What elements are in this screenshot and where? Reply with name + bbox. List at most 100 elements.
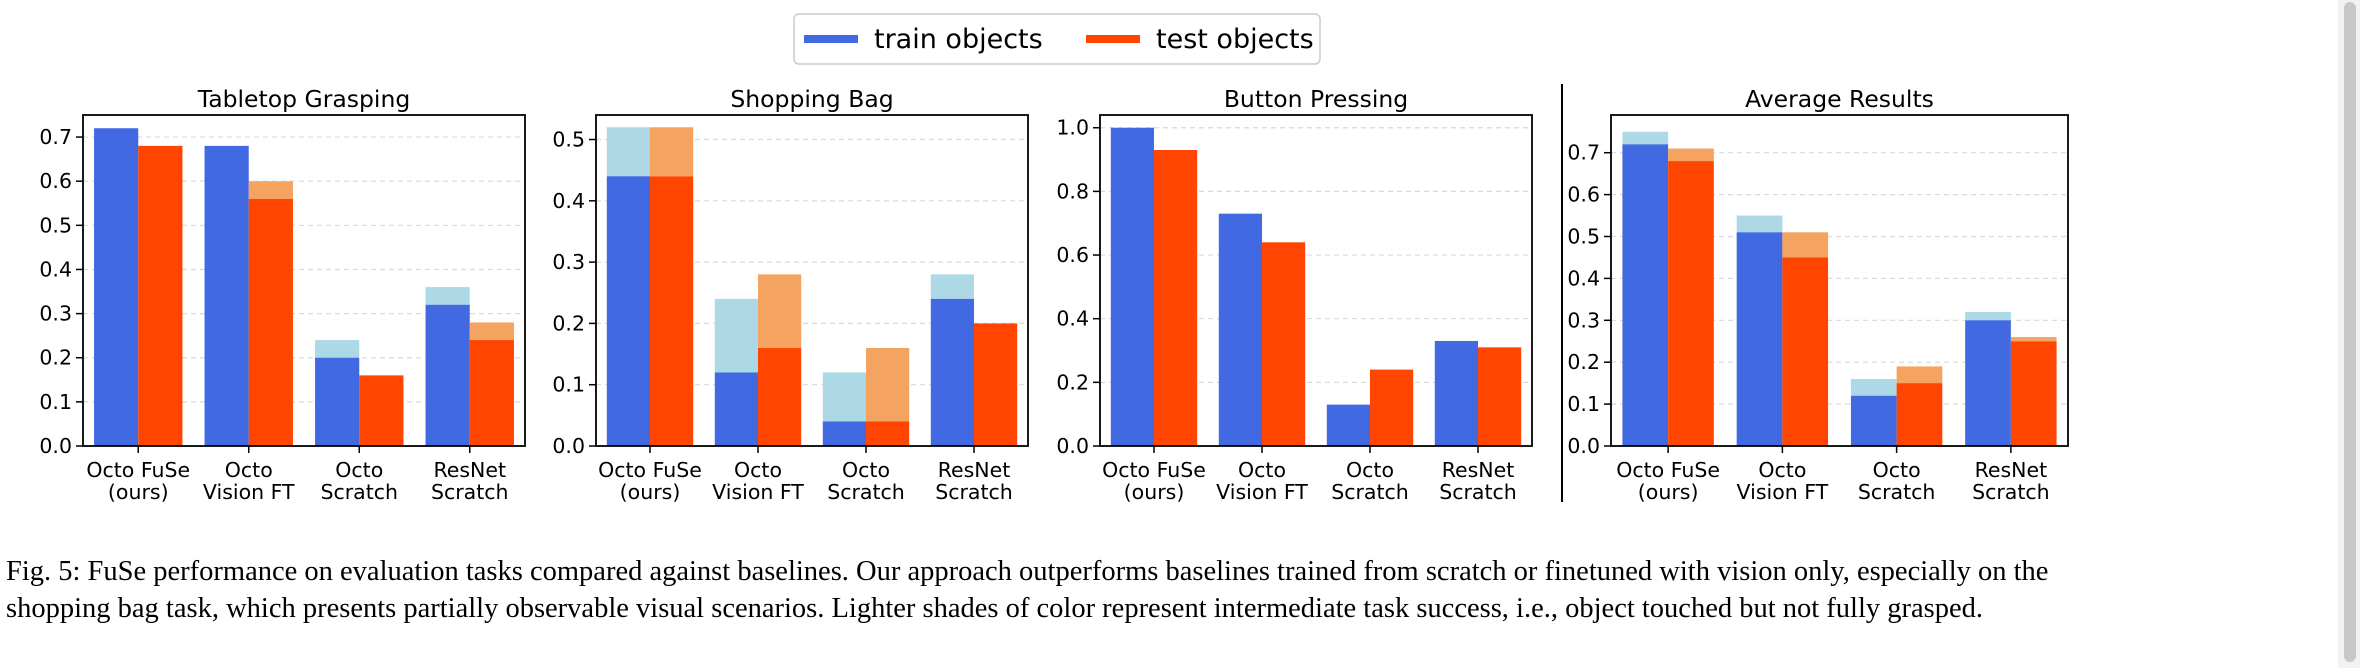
y-tick-label: 0.7 — [39, 125, 72, 149]
y-tick-label: 0.2 — [1056, 370, 1089, 394]
y-tick-label: 0.4 — [1567, 266, 1600, 290]
chart-title: Tabletop Grasping — [197, 85, 411, 113]
figure-charts: train objects test objects 0.0 0.1 0.2 0.3 0.4… — [39, 13, 2069, 504]
x-tick-label: Scratch — [1972, 480, 2050, 504]
bar-intermediate-train — [315, 340, 360, 358]
bar-test — [758, 347, 802, 446]
bar-intermediate-train — [425, 287, 470, 305]
bar-intermediate-train — [714, 298, 758, 373]
bar-intermediate-train — [1622, 131, 1669, 145]
axes-frame — [82, 114, 526, 447]
bar-train — [1326, 404, 1370, 446]
bar-train — [822, 421, 866, 446]
bar-test — [1262, 242, 1306, 446]
y-tick-label: 0.0 — [39, 434, 72, 458]
bar-test — [974, 323, 1018, 446]
axes-frame — [1610, 114, 2069, 447]
y-tick-label: 0.0 — [1056, 434, 1089, 458]
bar-test — [650, 176, 694, 446]
x-tick-label: ResNet — [1442, 458, 1515, 482]
y-tick-label: 0.5 — [552, 128, 585, 152]
x-tick-label: Vision FT — [1737, 480, 1829, 504]
y-tick-label: 0.5 — [1567, 225, 1600, 249]
legend-box — [793, 13, 1321, 65]
bar-intermediate-test — [1668, 148, 1714, 162]
y-tick-label: 0.4 — [39, 257, 72, 281]
bar-train — [1622, 144, 1669, 447]
bar-test — [469, 340, 514, 446]
chart-title: Average Results — [1745, 85, 1934, 113]
bar-train — [315, 357, 360, 446]
x-tick-label: Vision FT — [203, 480, 295, 504]
scrollbar[interactable] — [2338, 0, 2360, 668]
y-tick-label: 0.2 — [552, 311, 585, 335]
chart-title: Button Pressing — [1224, 85, 1408, 113]
bar-train — [1434, 340, 1478, 446]
bar-test — [866, 421, 910, 446]
x-tick-label: Vision FT — [1216, 480, 1308, 504]
bar-test — [1370, 369, 1414, 446]
bar-intermediate-test — [2010, 337, 2057, 342]
x-tick-label: (ours) — [1124, 480, 1185, 504]
bar-train — [425, 304, 470, 446]
legend: train objects test objects — [793, 13, 1321, 65]
x-tick-label: Scratch — [935, 480, 1013, 504]
bar-intermediate-test — [248, 181, 293, 199]
x-tick-label: Scratch — [1331, 480, 1409, 504]
bar-intermediate-train — [1965, 311, 2011, 321]
bar-intermediate-test — [866, 347, 910, 422]
legend-label-0: train objects — [874, 24, 1043, 55]
y-tick-label: 0.3 — [552, 250, 585, 274]
y-tick-label: 0.1 — [552, 373, 585, 397]
chart-panel-0: 0.0 0.1 0.2 0.3 0.4 0.5 0.6 0.7 Octo FuSe(ours) O… — [39, 85, 526, 504]
bar-intermediate-train — [822, 372, 866, 422]
x-tick-label: Octo — [1758, 458, 1806, 482]
y-tick-label: 1.0 — [1056, 116, 1089, 140]
x-tick-label: Scratch — [827, 480, 905, 504]
y-tick-label: 0.3 — [39, 302, 72, 326]
x-tick-label: Octo — [1873, 458, 1921, 482]
bar-test — [138, 145, 183, 447]
y-tick-label: 0.7 — [1567, 141, 1600, 165]
axes-frame — [595, 114, 1029, 447]
x-tick-label: Octo — [225, 458, 273, 482]
x-tick-label: Scratch — [1858, 480, 1936, 504]
x-tick-label: Octo FuSe — [1102, 458, 1206, 482]
bar-train — [714, 372, 758, 446]
axes-frame — [1099, 114, 1533, 447]
legend-swatch-1 — [1086, 35, 1140, 43]
bar-test — [1896, 383, 1943, 446]
chart-title: Shopping Bag — [730, 85, 893, 113]
x-tick-label: (ours) — [108, 480, 169, 504]
y-tick-label: 0.3 — [1567, 308, 1600, 332]
x-tick-label: Vision FT — [712, 480, 804, 504]
bar-intermediate-train — [1850, 378, 1897, 396]
bar-test — [359, 375, 404, 446]
bar-intermediate-test — [1782, 232, 1829, 258]
x-tick-label: Octo FuSe — [1616, 458, 1720, 482]
x-tick-label: (ours) — [620, 480, 681, 504]
x-tick-label: Octo FuSe — [598, 458, 702, 482]
y-tick-label: 0.4 — [1056, 307, 1089, 331]
bar-test — [1478, 347, 1522, 446]
x-tick-label: Octo FuSe — [86, 458, 190, 482]
bar-train — [606, 176, 650, 446]
bar-test — [1154, 150, 1198, 446]
y-tick-label: 0.6 — [1567, 183, 1600, 207]
y-tick-label: 0.0 — [1567, 434, 1600, 458]
x-tick-label: Scratch — [320, 480, 398, 504]
legend-swatch-0 — [804, 35, 858, 43]
x-tick-label: Octo — [1238, 458, 1286, 482]
scrollbar-thumb[interactable] — [2344, 2, 2356, 662]
bar-test — [2010, 341, 2057, 446]
bar-train — [1736, 232, 1783, 446]
figure-caption: Fig. 5: FuSe performance on evaluation t… — [6, 555, 2049, 624]
bar-train — [1850, 395, 1897, 446]
y-tick-label: 0.5 — [39, 213, 72, 237]
bar-train — [930, 298, 974, 446]
x-tick-label: Octo — [734, 458, 782, 482]
x-tick-label: Scratch — [431, 480, 509, 504]
y-tick-label: 0.2 — [1567, 350, 1600, 374]
